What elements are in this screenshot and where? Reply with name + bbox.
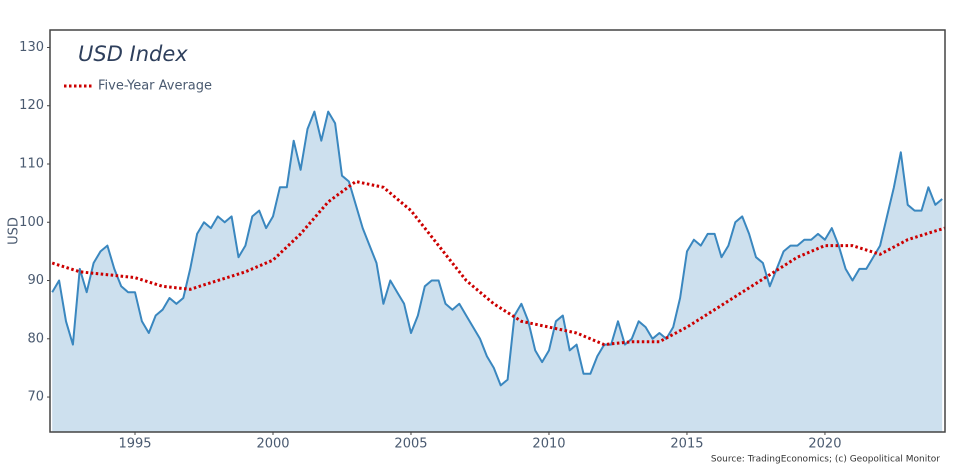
plot [51,110,946,432]
y-tick-label: 110 [19,157,44,172]
x-tick-label: 2000 [256,437,289,452]
y-axis-title: USD [7,217,22,245]
x-tick-label: 2015 [670,437,703,452]
legend-label: Five-Year Average [98,79,212,94]
x-tick-label: 2005 [394,437,427,452]
source: Source: TradingEconomics; (c) Geopolitic… [711,455,940,465]
y-tick-label: 90 [27,273,44,288]
y-tick-label: 70 [27,390,44,405]
x-tick-label: 2020 [808,437,841,452]
y-tick-label: 120 [19,98,44,113]
y-tick-label: 80 [27,331,44,346]
area [52,111,943,432]
y-tick-label: 100 [19,215,44,230]
line [51,110,943,387]
plot-frame [49,29,946,433]
x-tick-label: 1995 [118,437,151,452]
y-tick-label: 130 [19,40,44,55]
average-line [51,179,946,347]
chart-title: USD Index [78,42,188,66]
x-tick-label: 2010 [532,437,565,452]
